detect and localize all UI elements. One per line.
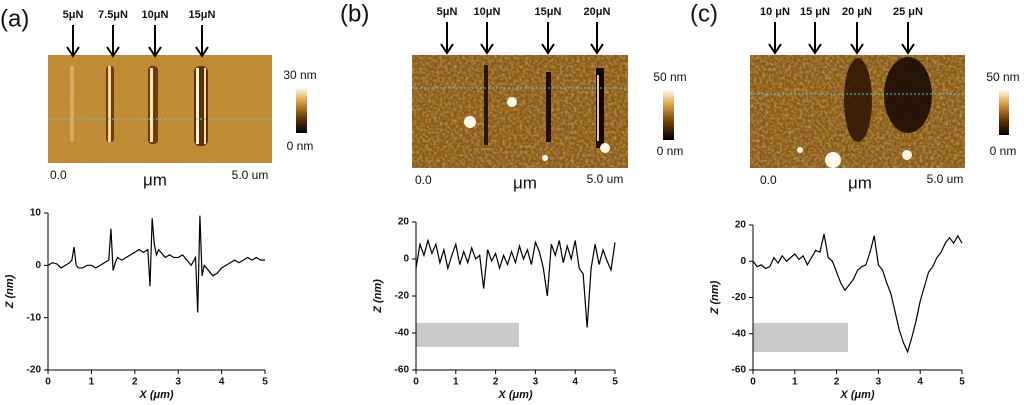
x-tick-label: 3 — [533, 377, 539, 388]
scale-label: 5.0 um — [587, 172, 624, 186]
y-tick-label: -20 — [732, 292, 747, 303]
y-tick-label: 20 — [735, 220, 747, 231]
profile-line — [47, 215, 265, 313]
colorbar-min: 0 nm — [990, 144, 1017, 158]
x-tick-label: 3 — [876, 377, 882, 388]
arrow-head — [768, 43, 782, 55]
colorbar — [663, 90, 674, 140]
panel-label: (c) — [690, 0, 718, 27]
y-tick-label: -60 — [732, 365, 747, 376]
scale-label: μm — [143, 170, 167, 189]
arrow-head — [106, 46, 120, 58]
arrow-head — [480, 43, 494, 55]
x-axis-label: X (μm) — [839, 389, 874, 401]
y-axis-label: Z (nm) — [4, 274, 16, 309]
y-axis-label: Z (nm) — [372, 279, 384, 314]
x-tick-label: 1 — [792, 377, 798, 388]
force-label: 15 μN — [800, 6, 830, 18]
y-tick-label: -10 — [27, 312, 42, 323]
x-tick-label: 5 — [959, 377, 965, 388]
arrow-head — [541, 43, 555, 55]
colorbar-max: 50 nm — [653, 70, 686, 84]
profile-line — [752, 233, 963, 354]
x-tick-label: 4 — [572, 377, 578, 388]
arrow-head — [808, 43, 822, 55]
x-tick-label: 3 — [175, 377, 181, 388]
gray-box — [416, 323, 519, 347]
x-tick-label: 0 — [750, 377, 756, 388]
y-tick-label: 20 — [398, 217, 410, 228]
scale-label: 0.0 — [760, 173, 777, 187]
force-label: 15μN — [535, 6, 562, 18]
gray-box — [753, 323, 848, 352]
y-axis-label: Z (nm) — [709, 280, 721, 315]
panel-label: (b) — [340, 0, 369, 27]
arrow-head — [66, 46, 80, 58]
force-label: 10μN — [142, 9, 169, 21]
force-label: 5μN — [437, 6, 458, 18]
scale-label: 5.0 um — [232, 168, 269, 182]
afm-image — [750, 55, 965, 168]
colorbar — [999, 90, 1009, 135]
x-tick-label: 2 — [132, 377, 138, 388]
panel-label: (a) — [0, 5, 29, 32]
force-label: 10μN — [474, 6, 501, 18]
scale-label: 0.0 — [50, 168, 67, 182]
x-tick-label: 1 — [453, 377, 459, 388]
x-tick-label: 2 — [493, 377, 499, 388]
x-tick-label: 0 — [413, 377, 419, 388]
colorbar-max: 30 nm — [283, 68, 316, 82]
x-tick-label: 0 — [45, 377, 51, 388]
colorbar-max: 50 nm — [986, 70, 1019, 84]
x-tick-label: 4 — [917, 377, 923, 388]
arrow-head — [195, 46, 209, 58]
x-tick-label: 5 — [262, 377, 268, 388]
scale-label: μm — [513, 173, 537, 192]
colorbar-min: 0 nm — [657, 144, 684, 158]
x-axis-label: X (μm) — [497, 389, 532, 401]
y-tick-label: -60 — [395, 365, 410, 376]
arrow-head — [440, 43, 454, 55]
y-tick-label: -40 — [395, 328, 410, 339]
arrow-head — [590, 43, 604, 55]
force-label: 20 μN — [842, 6, 872, 18]
force-label: 15μN — [189, 9, 216, 21]
scale-label: 0.0 — [415, 173, 432, 187]
scale-label: 5.0 um — [927, 172, 964, 186]
force-label: 7.5μN — [98, 9, 128, 21]
y-tick-label: -40 — [732, 328, 747, 339]
arrow-head — [850, 43, 864, 55]
y-tick-label: 10 — [30, 208, 42, 219]
x-tick-label: 2 — [834, 377, 840, 388]
force-label: 20μN — [584, 6, 611, 18]
arrow-head — [901, 43, 915, 55]
profile-line — [415, 238, 616, 328]
colorbar — [296, 88, 307, 133]
x-tick-label: 4 — [219, 377, 225, 388]
y-tick-label: 0 — [740, 256, 746, 267]
force-label: 25 μN — [893, 6, 923, 18]
colorbar-min: 0 nm — [287, 139, 314, 153]
y-tick-label: -20 — [27, 365, 42, 376]
y-tick-label: -20 — [395, 291, 410, 302]
y-tick-label: 0 — [403, 254, 409, 265]
arrow-head — [148, 46, 162, 58]
x-tick-label: 5 — [612, 377, 618, 388]
afm-image — [48, 55, 272, 163]
scale-label: μm — [848, 173, 872, 192]
x-axis-label: X (μm) — [138, 389, 173, 401]
force-label: 10 μN — [760, 6, 790, 18]
x-tick-label: 1 — [89, 377, 95, 388]
force-label: 5μN — [63, 9, 84, 21]
y-tick-label: 0 — [35, 260, 41, 271]
afm-image — [412, 55, 628, 168]
